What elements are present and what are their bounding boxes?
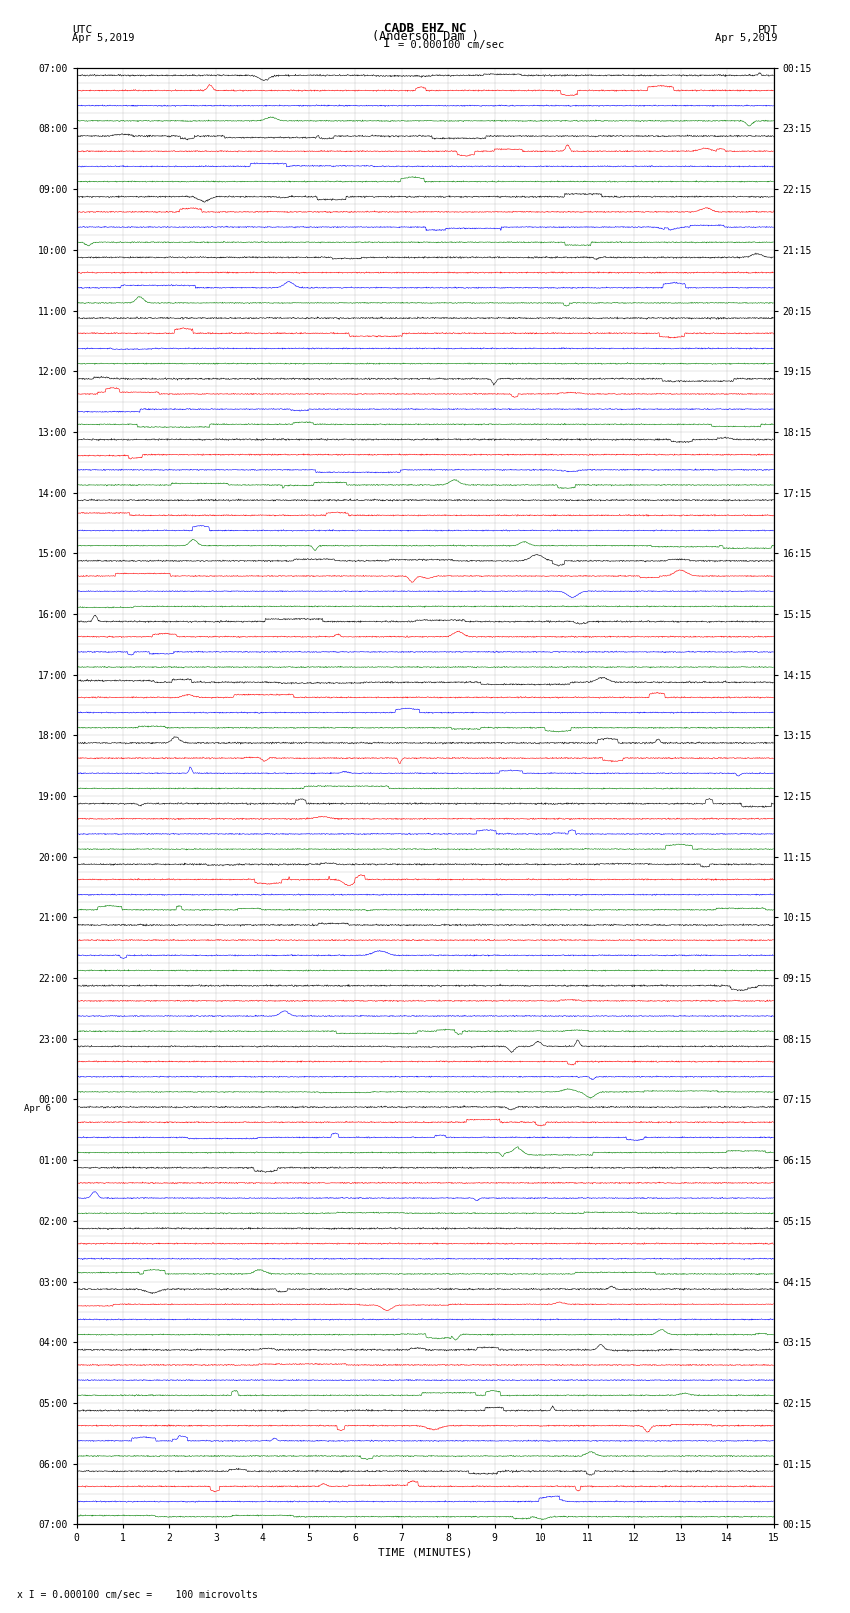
Text: UTC: UTC [72,24,93,35]
Text: x I = 0.000100 cm/sec =    100 microvolts: x I = 0.000100 cm/sec = 100 microvolts [17,1590,258,1600]
Text: Apr 6: Apr 6 [24,1103,51,1113]
Text: Apr 5,2019: Apr 5,2019 [715,32,778,44]
Text: I: I [383,37,390,50]
Text: CADB EHZ NC: CADB EHZ NC [383,21,467,35]
Text: PDT: PDT [757,24,778,35]
Text: = 0.000100 cm/sec: = 0.000100 cm/sec [398,40,504,50]
Text: (Anderson Dam ): (Anderson Dam ) [371,29,479,44]
X-axis label: TIME (MINUTES): TIME (MINUTES) [377,1547,473,1558]
Text: Apr 5,2019: Apr 5,2019 [72,32,135,44]
